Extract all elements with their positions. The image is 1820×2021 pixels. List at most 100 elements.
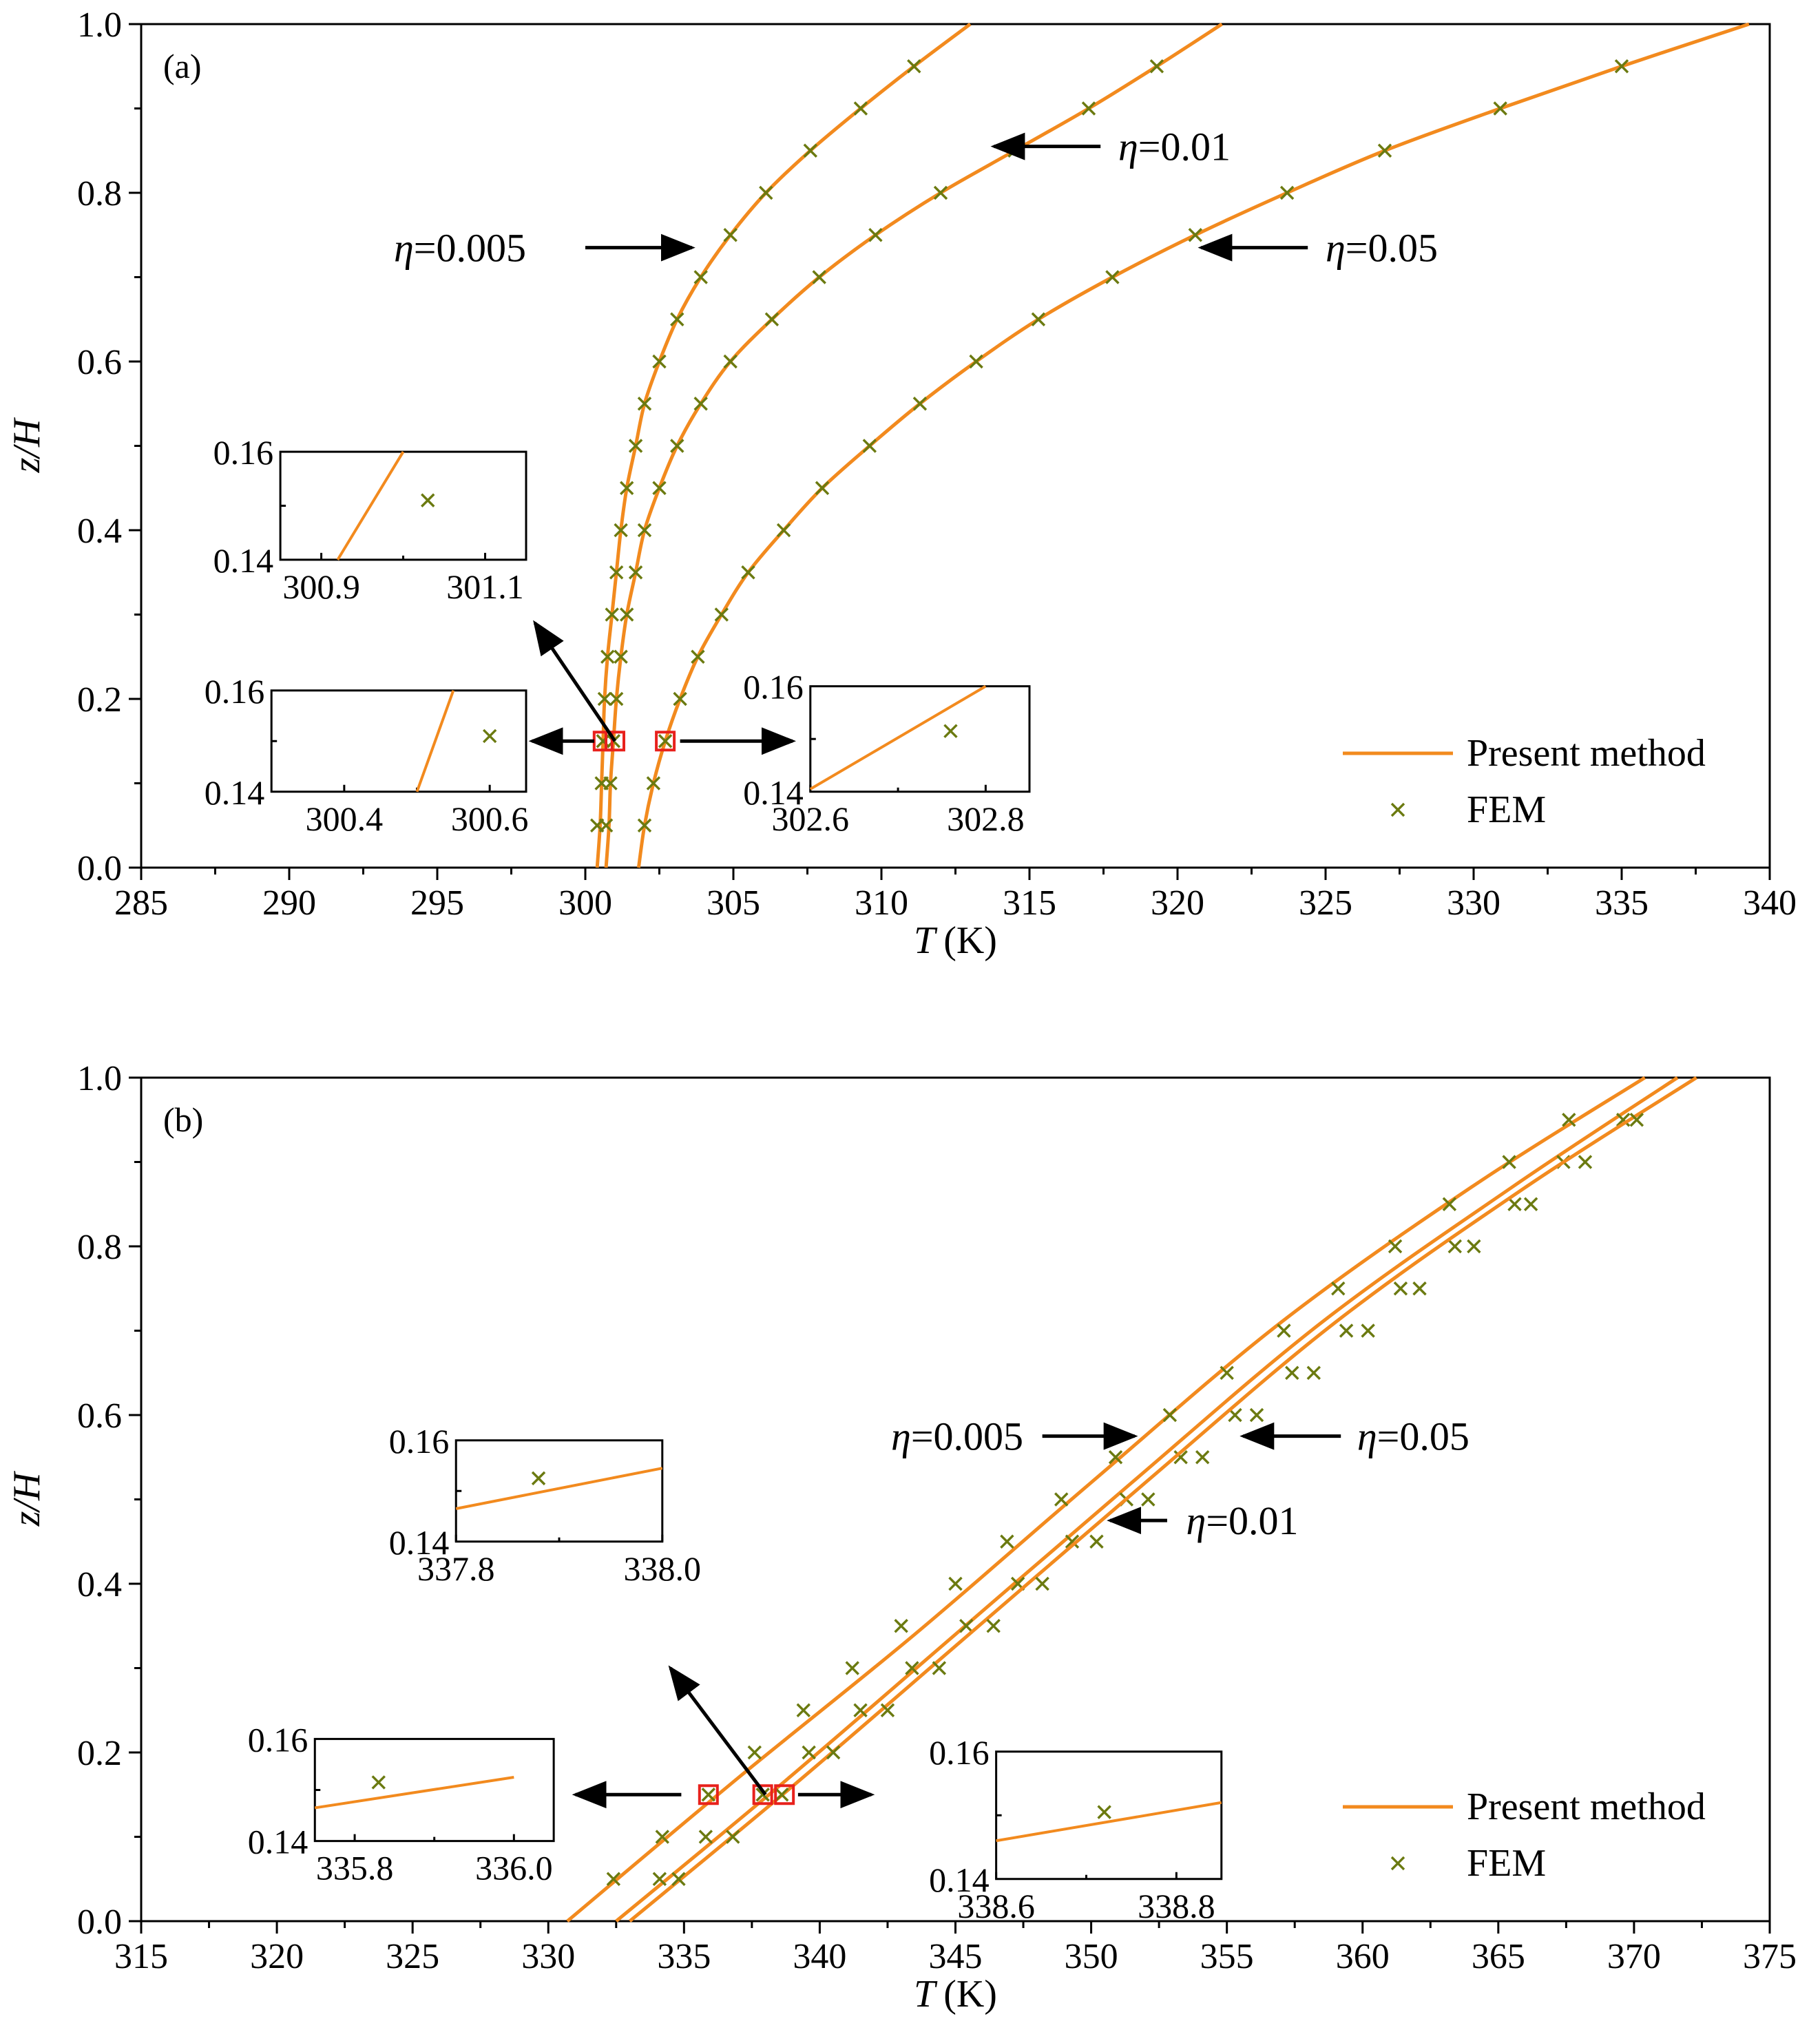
fem-marker-eta-1 <box>1081 101 1096 116</box>
fem-marker-eta-1 <box>698 1830 713 1844</box>
fem-marker-eta-1 <box>1149 59 1164 74</box>
eta-value: =0.05 <box>1377 1414 1469 1459</box>
fem-marker-eta-0 <box>723 228 738 242</box>
eta-symbol: η <box>891 1414 911 1459</box>
fem-marker-eta-2 <box>714 607 729 622</box>
fem-marker-eta-1 <box>764 312 780 326</box>
eta-symbol: η <box>1118 125 1138 169</box>
fem-marker-eta-2 <box>637 818 652 833</box>
inset-x-tick-label: 300.4 <box>306 799 384 838</box>
fem-marker-eta-1 <box>723 354 738 369</box>
x-axis-label: T (K) <box>914 1973 997 2015</box>
fem-marker-eta-0 <box>853 101 868 116</box>
fem-marker-eta-0 <box>747 1745 762 1760</box>
fem-marker-eta-1 <box>693 397 708 411</box>
fem-marker-eta-2 <box>658 734 673 748</box>
annotation-label-eta-2: η=0.05 <box>1357 1414 1469 1459</box>
inset-2: 302.6 302.8 0.16 0.14 <box>680 668 1031 838</box>
inset-x-tick-label: 336.0 <box>475 1849 553 1887</box>
fem-marker-eta-0 <box>1388 1239 1403 1254</box>
inset-line <box>314 1776 514 1810</box>
fem-marker-eta-1 <box>755 1788 770 1802</box>
x-tick-label: 305 <box>707 883 760 923</box>
x-tick-label: 285 <box>114 883 168 923</box>
highlight-box <box>605 731 625 752</box>
fem-marker-eta-0 <box>701 1788 716 1802</box>
fem-marker-eta-2 <box>1089 1534 1104 1549</box>
inset-line <box>415 690 455 793</box>
inset-frame <box>270 689 527 793</box>
fem-marker-eta-1 <box>812 270 826 284</box>
x-tick-label: 340 <box>1743 883 1797 923</box>
inset-x-tick-label: 338.0 <box>624 1549 702 1588</box>
fem-marker-eta-0 <box>606 1872 621 1886</box>
fem-marker-eta-0 <box>759 185 773 200</box>
fem-marker-eta-1 <box>619 607 634 622</box>
eta-value: =0.05 <box>1346 226 1438 271</box>
inset-x-tick-label: 335.8 <box>316 1849 394 1887</box>
y-axis-label: z/H <box>6 417 48 473</box>
inset-y-tick-label: 0.16 <box>213 433 274 472</box>
x-tick-label: 310 <box>855 883 908 923</box>
fem-marker-eta-2 <box>932 1661 947 1675</box>
inset-0: 300.9 301.1 0.16 0.14 <box>213 433 617 742</box>
x-tick-label: 335 <box>657 1937 711 1976</box>
inset-line <box>336 451 405 561</box>
fem-marker-eta-1 <box>959 1619 974 1633</box>
fem-marker-eta-2 <box>1578 1155 1593 1169</box>
inset-1: 335.8 336.0 0.16 0.14 <box>248 1720 682 1887</box>
fem-marker-eta-1 <box>652 1872 667 1886</box>
y-tick-label: 0.0 <box>77 849 122 888</box>
fem-marker-eta-2 <box>726 1830 740 1844</box>
fem-marker-eta-0 <box>605 607 619 622</box>
fem-marker-eta-2 <box>1614 59 1629 74</box>
inset-2: 338.6 338.8 0.16 0.14 <box>797 1733 1223 1925</box>
x-tick-label: 290 <box>262 883 316 923</box>
x-axis-label-unit: (K) <box>943 919 997 962</box>
fem-marker-eta-0 <box>1277 1323 1291 1338</box>
eta-symbol: η <box>1357 1414 1377 1459</box>
fem-marker-eta-2 <box>986 1619 1001 1633</box>
fem-marker-eta-2 <box>1629 1113 1644 1127</box>
x-tick-label: 325 <box>1299 883 1352 923</box>
fem-marker-eta-0 <box>693 270 708 284</box>
x-tick-label: 365 <box>1472 1937 1525 1976</box>
y-axis-label: z/H <box>6 1471 48 1527</box>
fem-marker-eta-2 <box>1412 1281 1427 1296</box>
inset-y-tick-label: 0.16 <box>389 1422 450 1460</box>
fem-marker-eta-2 <box>671 1872 686 1886</box>
fem-marker-eta-2 <box>1361 1323 1375 1338</box>
fem-marker-eta-1 <box>1065 1534 1080 1549</box>
inset-fem-marker <box>371 1775 386 1790</box>
fem-marker-eta-0 <box>803 143 818 158</box>
inset-y-tick-label: 0.16 <box>248 1720 308 1759</box>
x-tick-label: 315 <box>114 1937 168 1976</box>
fem-marker-eta-2 <box>776 523 791 538</box>
fem-marker-eta-2 <box>1523 1197 1538 1211</box>
x-tick-label: 300 <box>558 883 612 923</box>
x-tick-label: 335 <box>1595 883 1649 923</box>
inset-frame <box>809 685 1031 793</box>
highlight-box <box>698 1784 719 1805</box>
x-tick-label: 360 <box>1336 1937 1390 1976</box>
x-tick-label: 325 <box>386 1937 439 1976</box>
inset-y-tick-label: 0.16 <box>205 672 265 711</box>
fem-marker-eta-2 <box>775 1788 789 1802</box>
fem-marker-eta-0 <box>619 481 634 495</box>
fem-marker-eta-2 <box>1031 312 1046 326</box>
fem-marker-eta-1 <box>868 228 883 242</box>
fem-marker-eta-1 <box>1285 1365 1299 1380</box>
y-tick-label: 0.6 <box>77 1396 122 1436</box>
y-tick-label: 0.2 <box>77 680 122 720</box>
inset-x-tick-label: 337.8 <box>417 1549 495 1588</box>
y-tick-label: 0.2 <box>77 1734 122 1773</box>
inset-0: 337.8 338.0 0.16 0.14 <box>389 1422 767 1796</box>
fem-marker-eta-0 <box>600 649 615 664</box>
y-tick-label: 1.0 <box>77 6 122 45</box>
inset-fem-marker <box>531 1471 546 1486</box>
x-tick-label: 375 <box>1743 1937 1797 1976</box>
fem-marker-eta-2 <box>912 397 928 411</box>
fem-marker-eta-2 <box>815 481 830 495</box>
y-tick-label: 0.4 <box>77 512 122 551</box>
legend: Present method FEM <box>1343 732 1706 831</box>
